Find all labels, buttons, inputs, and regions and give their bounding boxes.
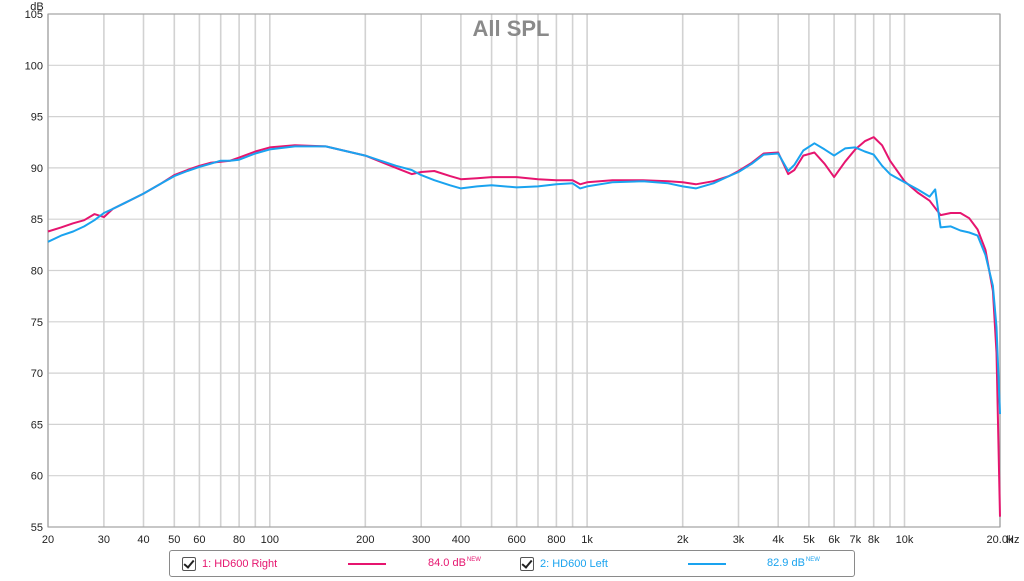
legend-series-2-level-value: 82.9 dB: [767, 557, 805, 569]
x-tick-label: 10k: [896, 534, 914, 546]
legend-series-1-level-value: 84.0 dB: [428, 557, 466, 569]
grid: [47, 13, 1001, 528]
checkbox-checked-icon[interactable]: [520, 556, 534, 571]
x-tick-label: 1k: [581, 534, 593, 546]
legend-item-series-1[interactable]: 1: HD600 Right: [182, 551, 277, 576]
x-axis-unit-label: Hz: [1006, 534, 1019, 546]
legend-series-2-swatch: [688, 563, 726, 565]
y-axis-ticks: 55 60 65 70 75 80 85 90 95 100 105: [25, 9, 43, 534]
plot-frame: [47, 13, 1001, 528]
x-tick-label: 6k: [828, 534, 840, 546]
x-tick-label: 60: [193, 534, 205, 546]
chart-title: All SPL: [472, 16, 549, 41]
y-tick-label: 80: [31, 266, 43, 278]
legend: 1: HD600 Right 84.0 dBNEW 2: HD600 Left …: [169, 550, 855, 577]
y-tick-label: 70: [31, 368, 43, 380]
legend-series-1-level-tag: NEW: [466, 557, 481, 564]
x-tick-label: 600: [508, 534, 526, 546]
x-tick-label: 20.0k: [987, 534, 1014, 546]
legend-series-1-name: 1: HD600 Right: [202, 557, 278, 570]
x-tick-label: 7k: [849, 534, 861, 546]
series-lines: [47, 136, 1001, 517]
legend-series-1-level: 84.0 dBNEW: [428, 557, 481, 569]
legend-series-2-level-tag: NEW: [805, 557, 820, 564]
x-axis-ticks: 20 30 40 50 60 80 100 200 300 400 600 800 1k 2k 3k 4k 5k…: [42, 534, 1014, 546]
checkbox-checked-icon[interactable]: [182, 556, 196, 571]
frequency-response-chart: All SPL dB Hz 55 60 65 70 75 80 85 90 95 100 105 2…: [25, 1, 1020, 546]
y-tick-label: 60: [31, 471, 43, 483]
x-tick-label: 5k: [803, 534, 815, 546]
y-tick-label: 95: [31, 112, 43, 124]
y-tick-label: 100: [25, 60, 43, 72]
x-tick-label: 30: [98, 534, 110, 546]
y-tick-label: 55: [31, 522, 43, 534]
x-tick-label: 800: [547, 534, 565, 546]
y-tick-label: 105: [25, 9, 43, 21]
x-tick-label: 100: [261, 534, 279, 546]
legend-series-1-swatch: [348, 563, 386, 565]
x-tick-label: 50: [168, 534, 180, 546]
x-tick-label: 20: [42, 534, 54, 546]
legend-series-2-level: 82.9 dBNEW: [767, 557, 820, 569]
series-line-2: [47, 142, 1001, 415]
x-tick-label: 3k: [733, 534, 745, 546]
x-tick-label: 200: [356, 534, 374, 546]
x-tick-label: 4k: [772, 534, 784, 546]
x-tick-label: 2k: [677, 534, 689, 546]
y-tick-label: 75: [31, 317, 43, 329]
y-axis-unit-label: dB: [30, 1, 43, 13]
y-tick-label: 65: [31, 419, 43, 431]
legend-item-series-2[interactable]: 2: HD600 Left: [520, 551, 608, 576]
x-tick-label: 8k: [868, 534, 880, 546]
x-tick-label: 300: [412, 534, 430, 546]
y-tick-label: 90: [31, 163, 43, 175]
x-tick-label: 400: [452, 534, 470, 546]
x-tick-label: 40: [137, 534, 149, 546]
series-line-1: [47, 136, 1001, 517]
x-tick-label: 80: [233, 534, 245, 546]
legend-series-2-name: 2: HD600 Left: [540, 557, 608, 570]
y-tick-label: 85: [31, 214, 43, 226]
